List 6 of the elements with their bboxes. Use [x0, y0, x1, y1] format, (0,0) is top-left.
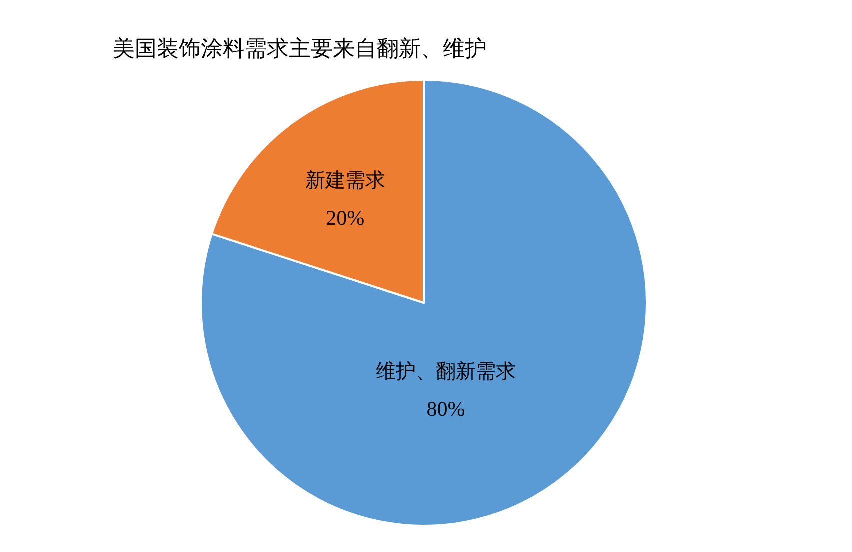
- data-label: 20%: [326, 206, 365, 230]
- slice-label: 维护、翻新需求: [376, 361, 516, 383]
- slice-label: 新建需求: [305, 170, 386, 192]
- pie-slice: [200, 79, 648, 527]
- data-label: 80%: [426, 397, 466, 421]
- chart-title: 美国装饰涂料需求主要来自翻新、维护: [113, 36, 487, 61]
